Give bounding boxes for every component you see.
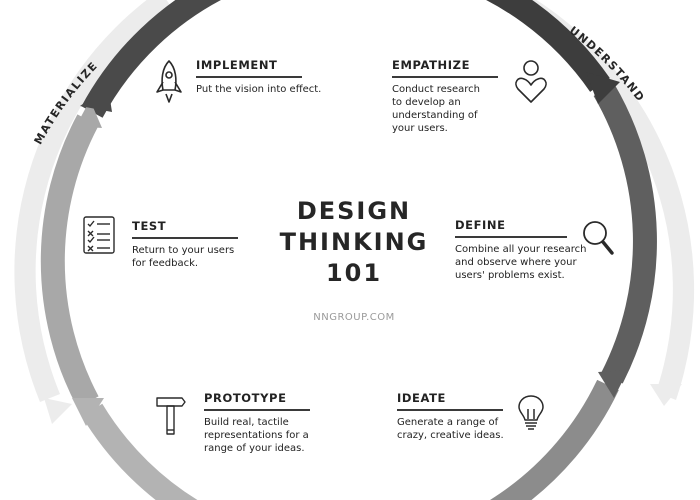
- stage-test: TEST Return to your users for feedback.: [132, 219, 238, 270]
- magnifier-icon: [580, 218, 616, 262]
- source-url: NNGROUP.COM: [313, 312, 395, 323]
- stage-title-empathize: EMPATHIZE: [392, 58, 498, 78]
- checklist-icon: [82, 215, 118, 259]
- stage-desc-test: Return to your users for feedback.: [132, 245, 235, 269]
- ring-arrow-define: [586, 72, 620, 104]
- ring-arrow-implement: [80, 86, 112, 112]
- hammer-icon: [154, 392, 188, 444]
- ring-arrow-ideate: [598, 370, 628, 398]
- outer-arrow-understand: [650, 384, 682, 406]
- ring-segment-empathize: [485, 0, 610, 92]
- title-line-3: 101: [325, 259, 383, 287]
- stage-desc-define: Combine all your research and observe wh…: [455, 244, 587, 281]
- outer-band-materialize: [14, 0, 172, 402]
- stage-ideate: IDEATE Generate a range of crazy, creati…: [397, 391, 504, 442]
- stage-desc-prototype: Build real, tactile representations for …: [204, 417, 309, 454]
- rocket-icon: [152, 58, 186, 110]
- ring-segment-define: [593, 83, 657, 384]
- ring-segment-prototype: [81, 403, 198, 500]
- ring-segment-ideate: [489, 379, 619, 500]
- stage-desc-empathize: Conduct research to develop an understan…: [392, 84, 480, 134]
- stage-define: DEFINE Combine all your research and obs…: [455, 218, 586, 282]
- diagram-title: DESIGN THINKING 101: [254, 196, 454, 289]
- stage-title-prototype: PROTOTYPE: [204, 391, 310, 411]
- stage-title-ideate: IDEATE: [397, 391, 503, 411]
- ring-arrow-test-up: [76, 100, 102, 128]
- stage-title-test: TEST: [132, 219, 238, 239]
- lightbulb-icon: [515, 392, 547, 436]
- title-line-2: THINKING: [279, 228, 429, 256]
- stage-implement: IMPLEMENT Put the vision into effect.: [196, 58, 321, 96]
- stage-desc-ideate: Generate a range of crazy, creative idea…: [397, 417, 504, 441]
- title-line-1: DESIGN: [296, 197, 412, 225]
- ring-segment-test: [40, 114, 99, 408]
- stage-prototype: PROTOTYPE Build real, tactile representa…: [204, 391, 310, 455]
- stage-title-implement: IMPLEMENT: [196, 58, 302, 78]
- ring-arrow-prototype: [72, 398, 104, 426]
- outer-arrow-materialize: [44, 398, 72, 424]
- person-heart-icon: [512, 58, 550, 110]
- stage-desc-implement: Put the vision into effect.: [196, 84, 322, 95]
- stage-title-define: DEFINE: [455, 218, 567, 238]
- stage-empathize: EMPATHIZE Conduct research to develop an…: [392, 58, 498, 135]
